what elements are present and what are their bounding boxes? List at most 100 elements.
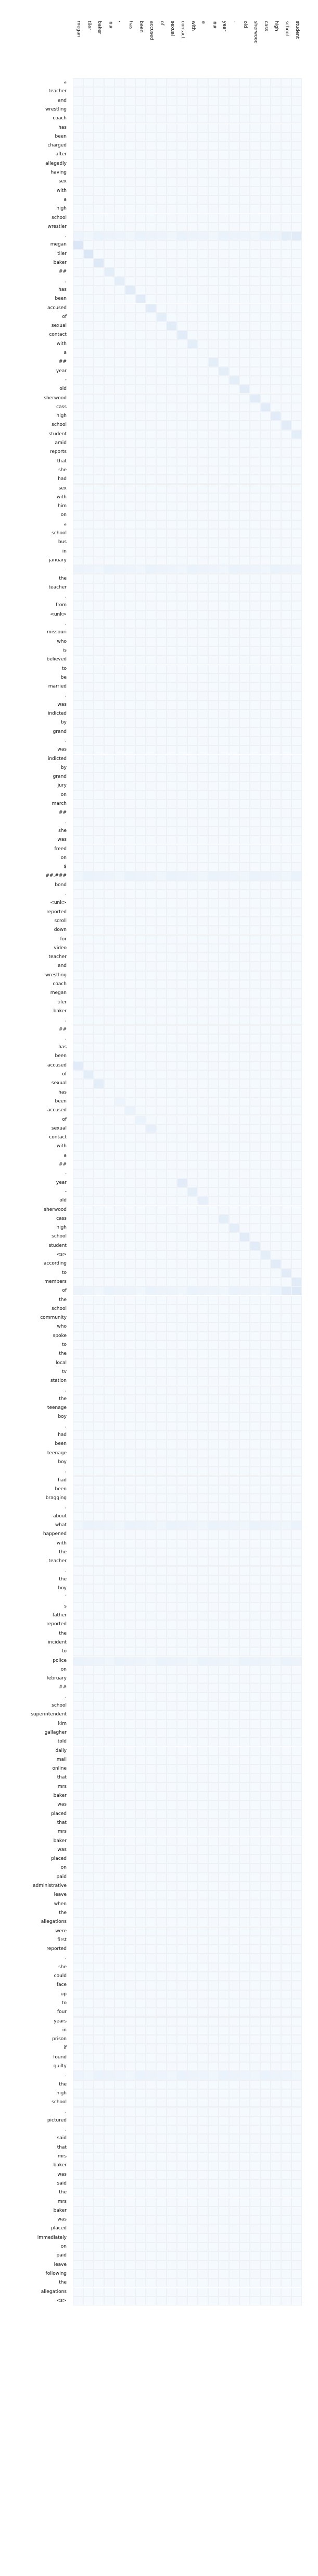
heatmap-cell [146,1728,156,1737]
heatmap-cell [219,1368,229,1377]
heatmap-cell [198,168,208,177]
heatmap-cell [73,114,83,123]
heatmap-cell [135,493,146,502]
heatmap-cell [260,448,271,457]
heatmap-cell [198,250,208,259]
heatmap-cell [219,124,229,132]
heatmap-cell [83,1638,94,1647]
heatmap-cell [260,1503,271,1512]
heatmap-cell [73,1341,83,1350]
heatmap-cell [198,1160,208,1169]
heatmap-cell [260,1611,271,1620]
heatmap-cell [94,1891,104,1899]
heatmap-cell [229,791,239,800]
heatmap-cell [135,1683,146,1692]
heatmap-cell [229,818,239,827]
heatmap-cell [146,1314,156,1322]
heatmap-cell [83,1286,94,1295]
heatmap-cell [177,926,187,935]
heatmap-cell [73,701,83,709]
heatmap-cell [271,1936,281,1945]
heatmap-cell [281,800,291,808]
heatmap-cell [271,1142,281,1151]
heatmap-cell [156,168,167,177]
heatmap-cell [125,1187,135,1196]
heatmap-cell [291,872,302,880]
heatmap-cell [281,214,291,223]
heatmap-cell [83,701,94,709]
heatmap-cell [229,728,239,737]
heatmap-cell [167,1206,177,1215]
heatmap-cell [83,2008,94,2017]
heatmap-cell [229,1575,239,1584]
heatmap-cell [156,187,167,195]
heatmap-cell [187,1016,198,1025]
heatmap-cell [156,592,167,601]
heatmap-cell [198,177,208,186]
heatmap-cell [83,1512,94,1521]
heatmap-cell [271,1647,281,1656]
heatmap-cell [187,168,198,177]
heatmap-cell [260,1863,271,1872]
heatmap-cell [208,1097,219,1106]
heatmap-cell [135,1016,146,1025]
heatmap-cell [187,223,198,231]
heatmap-cell [104,1999,115,2008]
heatmap-cell [73,1395,83,1404]
heatmap-cell [167,1999,177,2008]
heatmap-cell [135,168,146,177]
heatmap-cell [219,421,229,430]
heatmap-cell [177,556,187,565]
row-label: reported [10,1947,67,1952]
heatmap-cell [198,1756,208,1764]
heatmap-cell [73,1250,83,1259]
heatmap-cell [156,96,167,105]
heatmap-cell [198,818,208,827]
heatmap-cell [135,836,146,844]
column-label: cass [263,21,268,31]
heatmap-cell [291,1764,302,1773]
heatmap-cell [135,1322,146,1331]
heatmap-cell [135,1783,146,1792]
heatmap-cell [271,313,281,322]
heatmap-cell [146,1548,156,1557]
heatmap-cell [83,899,94,907]
heatmap-cell [115,358,125,366]
heatmap-cell [167,881,177,890]
heatmap-cell [104,1584,115,1593]
heatmap-cell [250,484,260,493]
heatmap-cell [208,655,219,664]
heatmap-cell [291,1115,302,1124]
heatmap-cell [229,1747,239,1756]
heatmap-cell [156,1530,167,1539]
heatmap-cell [167,105,177,114]
heatmap-cell [125,1169,135,1178]
heatmap-cell [125,935,135,944]
heatmap-cell [135,1215,146,1223]
heatmap-cell [104,592,115,601]
heatmap-cell [115,204,125,213]
heatmap-cell [177,1936,187,1945]
heatmap-cell [73,1476,83,1485]
heatmap-cell [271,160,281,168]
heatmap-cell [250,1322,260,1331]
heatmap-cell [135,1665,146,1674]
heatmap-cell [104,1503,115,1512]
heatmap-cell [271,764,281,772]
heatmap-cell [271,1512,281,1521]
heatmap-cell [125,1981,135,1990]
heatmap-cell [250,791,260,800]
heatmap-cell [104,1882,115,1891]
heatmap-cell [239,1467,250,1476]
heatmap-cell [187,1756,198,1764]
heatmap-cell [229,1855,239,1863]
heatmap-cell [115,313,125,322]
heatmap-cell [125,1269,135,1278]
heatmap-cell [73,1025,83,1034]
heatmap-cell [83,1999,94,2008]
heatmap-cell [167,1665,177,1674]
row-label: and [10,964,67,968]
heatmap-cell [83,1088,94,1097]
heatmap-cell [94,1512,104,1521]
heatmap-cell [260,1142,271,1151]
